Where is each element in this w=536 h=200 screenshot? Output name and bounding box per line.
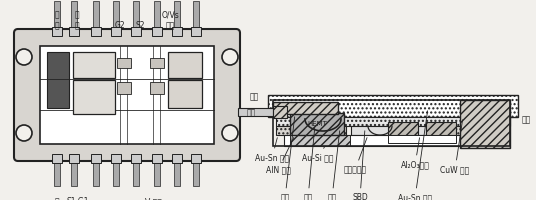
Bar xyxy=(154,154,160,186)
Text: G2: G2 xyxy=(88,60,100,70)
Bar xyxy=(388,135,456,143)
Text: 可阀: 可阀 xyxy=(522,116,531,124)
Bar xyxy=(71,154,77,186)
Text: SBD: SBD xyxy=(352,131,368,200)
Bar xyxy=(117,82,131,94)
Bar xyxy=(71,1,77,33)
Bar xyxy=(290,135,350,146)
Bar xyxy=(52,154,62,163)
Bar xyxy=(73,52,115,78)
Circle shape xyxy=(16,125,32,141)
Bar xyxy=(388,122,418,135)
Bar xyxy=(426,122,456,135)
Text: CuW 基板: CuW 基板 xyxy=(441,120,470,174)
Bar xyxy=(69,154,79,163)
Bar xyxy=(276,117,510,126)
Bar xyxy=(284,135,486,146)
Bar xyxy=(111,154,121,163)
Bar xyxy=(460,100,510,148)
Text: Au-Si 焊料: Au-Si 焊料 xyxy=(302,146,334,162)
Text: G2: G2 xyxy=(115,21,125,30)
Bar xyxy=(73,80,115,114)
Text: G1: G1 xyxy=(87,92,100,102)
Text: 输
出: 输 出 xyxy=(75,11,79,30)
Bar xyxy=(47,52,69,108)
Bar xyxy=(154,1,160,33)
Text: Au-Sn 焊料: Au-Sn 焊料 xyxy=(255,138,289,162)
Bar xyxy=(191,27,201,36)
Bar xyxy=(172,154,182,163)
Bar xyxy=(351,126,426,135)
Bar xyxy=(168,52,202,78)
Text: 测
温: 测 温 xyxy=(55,11,59,30)
Text: D2: D2 xyxy=(180,60,190,70)
Text: D1: D1 xyxy=(180,90,190,98)
Bar xyxy=(238,108,273,116)
Bar xyxy=(290,113,344,135)
Text: 盖板: 盖板 xyxy=(280,117,295,200)
Bar xyxy=(113,154,119,186)
Circle shape xyxy=(222,49,238,65)
Bar xyxy=(93,154,99,186)
Text: 引脚: 引脚 xyxy=(250,92,259,102)
Text: V 总线: V 总线 xyxy=(145,197,161,200)
Bar xyxy=(168,80,202,108)
FancyBboxPatch shape xyxy=(14,29,240,161)
Bar xyxy=(276,126,346,135)
Bar xyxy=(174,1,180,33)
Bar xyxy=(91,27,101,36)
Circle shape xyxy=(16,49,32,65)
Bar xyxy=(152,154,162,163)
Bar xyxy=(111,27,121,36)
Bar xyxy=(40,46,214,144)
Bar xyxy=(273,102,338,114)
Bar xyxy=(172,27,182,36)
Text: Au-Sn 焊料: Au-Sn 焊料 xyxy=(398,111,432,200)
Bar xyxy=(174,154,180,186)
Text: O/Vs
总线: O/Vs 总线 xyxy=(161,11,179,30)
Bar xyxy=(150,82,164,94)
Bar xyxy=(430,126,506,135)
Bar xyxy=(268,95,518,117)
Bar xyxy=(133,154,139,186)
Text: HEMT: HEMT xyxy=(307,121,327,127)
Text: Al₂O₃衬底: Al₂O₃衬底 xyxy=(400,138,429,170)
Text: 引脚: 引脚 xyxy=(247,108,256,117)
Text: S2: S2 xyxy=(135,21,145,30)
Bar xyxy=(113,1,119,33)
Text: 环氧粘合剂: 环氧粘合剂 xyxy=(344,138,367,174)
Bar xyxy=(150,58,164,68)
Bar xyxy=(133,1,139,33)
Text: 金丝: 金丝 xyxy=(327,131,340,200)
Text: 测
温: 测 温 xyxy=(55,197,59,200)
Text: S1·G1: S1·G1 xyxy=(67,197,90,200)
Bar xyxy=(193,1,199,33)
Bar xyxy=(273,106,287,118)
Bar xyxy=(54,154,60,186)
Bar xyxy=(52,27,62,36)
Bar xyxy=(273,100,510,146)
Bar xyxy=(152,27,162,36)
Bar xyxy=(54,1,60,33)
Bar xyxy=(69,27,79,36)
Text: 铝丝: 铝丝 xyxy=(303,128,315,200)
Bar xyxy=(91,154,101,163)
Bar xyxy=(117,58,131,68)
Bar xyxy=(191,154,201,163)
Bar xyxy=(93,1,99,33)
Bar xyxy=(193,154,199,186)
Bar xyxy=(131,154,141,163)
Circle shape xyxy=(222,125,238,141)
Text: AlN 衬底: AlN 衬底 xyxy=(265,137,294,174)
Bar xyxy=(131,27,141,36)
